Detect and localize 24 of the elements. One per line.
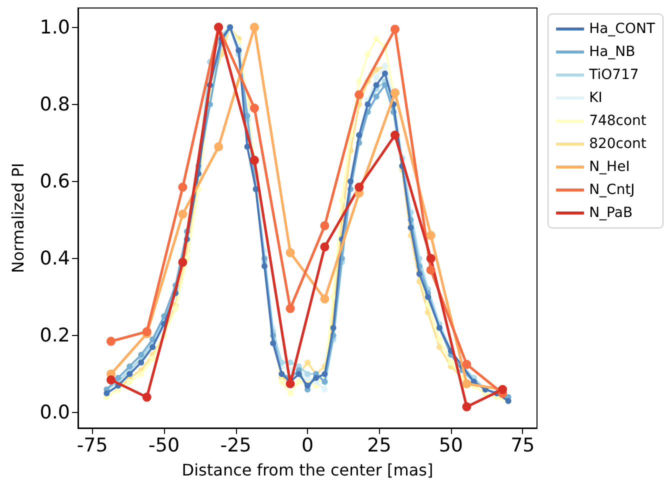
y-axis-title: Normalized PI: [8, 162, 28, 274]
legend-label: N_PaB: [589, 205, 633, 221]
x-tick-label: 50: [438, 434, 464, 456]
x-tick-label: 0: [301, 434, 314, 456]
x-axis-title: Distance from the center [mas]: [182, 460, 434, 480]
y-tick-label: 1.0: [40, 16, 70, 38]
x-tick-label: -25: [220, 434, 252, 456]
legend-label: 748cont: [589, 113, 647, 129]
legend-label: Ha_NB: [589, 44, 636, 60]
x-tick-label: -75: [76, 434, 108, 456]
y-tick-label: 0.8: [40, 93, 70, 116]
x-tick-label: 25: [367, 434, 392, 456]
y-tick-label: 0.6: [40, 170, 70, 192]
legend-label: N_HeI: [589, 159, 630, 175]
x-tick-label: 75: [510, 434, 535, 456]
legend-label: N_CntJ: [589, 182, 635, 198]
y-tick-label: 0.4: [40, 247, 70, 270]
legend-label: KI: [589, 90, 602, 106]
legend-label: TiO717: [588, 67, 639, 83]
y-tick-label: 0.2: [40, 324, 70, 347]
legend-label: 820cont: [589, 136, 647, 152]
y-tick-label: 0.0: [40, 402, 70, 424]
legend-label: Ha_CONT: [589, 21, 656, 37]
x-tick-label: -50: [148, 434, 180, 456]
